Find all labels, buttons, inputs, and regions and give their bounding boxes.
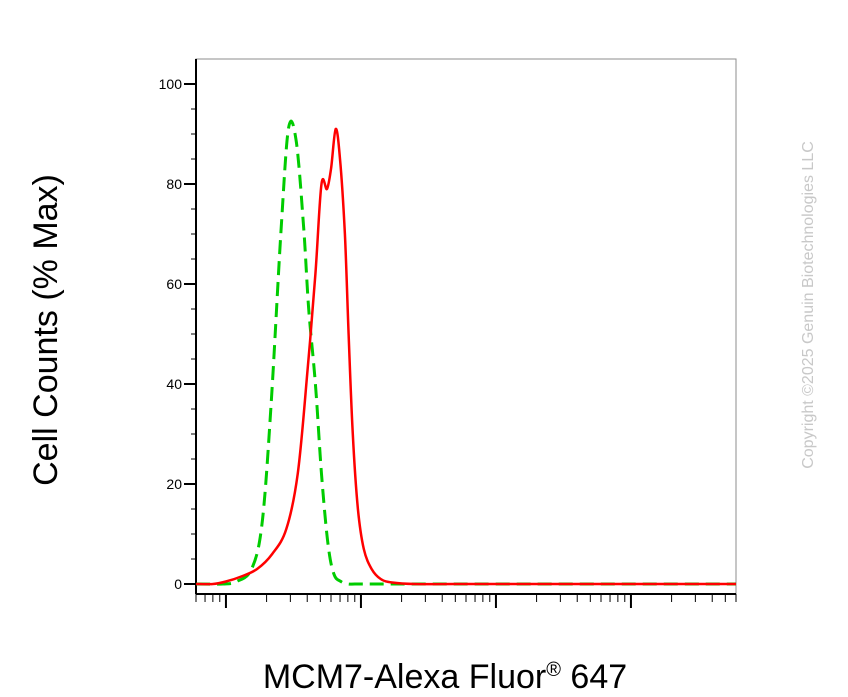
series-layer — [195, 119, 736, 586]
y-axis-ticks: 0 20 40 60 80 100 — [159, 76, 196, 592]
y-tick-label: 40 — [166, 376, 182, 392]
x-axis-title-main: MCM7-Alexa Fluor — [263, 658, 546, 696]
y-tick-label: 80 — [166, 176, 182, 192]
x-axis-title-tail: 647 — [561, 658, 627, 696]
y-axis-title: Cell Counts (% Max) — [27, 174, 65, 486]
y-tick-label: 20 — [166, 476, 182, 492]
y-tick-label: 60 — [166, 276, 182, 292]
x-axis-ticks — [195, 594, 737, 608]
y-tick-label: 0 — [174, 576, 182, 592]
copyright-watermark: Copyright ©2025 Genuin Biotechnologies L… — [800, 141, 817, 469]
x-axis-title: MCM7-Alexa Fluor® 647 — [263, 658, 627, 696]
sample-histogram-line — [195, 127, 736, 586]
control-histogram-line — [195, 119, 736, 586]
y-tick-label: 100 — [159, 76, 183, 92]
x-axis-title-registered: ® — [546, 659, 561, 681]
